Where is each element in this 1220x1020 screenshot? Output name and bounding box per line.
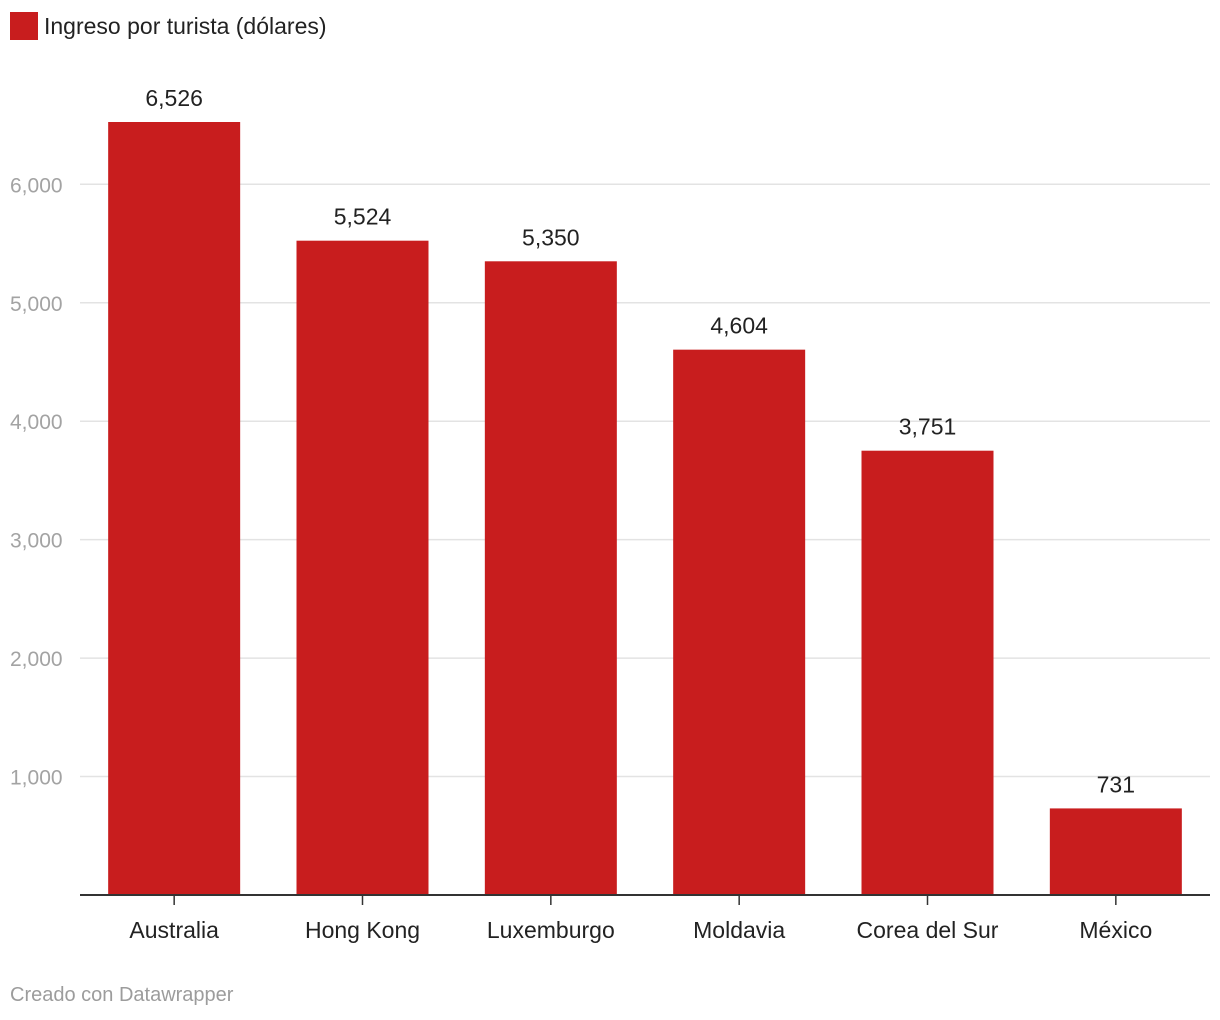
data-label: 731 [1097, 771, 1135, 797]
x-tick-label: Moldavia [693, 917, 785, 943]
y-tick-label: 1,000 [10, 767, 63, 790]
y-tick-label: 6,000 [10, 174, 63, 197]
y-tick-label: 4,000 [10, 411, 63, 434]
data-label: 5,350 [522, 224, 580, 250]
data-label: 6,526 [145, 85, 203, 111]
legend-label: Ingreso por turista (dólares) [44, 12, 327, 39]
x-tick-label: Australia [129, 917, 219, 943]
credit-text: Creado con Datawrapper [10, 984, 234, 1006]
x-tick-label: Luxemburgo [487, 917, 615, 943]
x-tick-label: Corea del Sur [857, 917, 999, 943]
y-tick-label: 3,000 [10, 530, 63, 553]
legend-swatch [10, 12, 38, 40]
x-tick-label: México [1079, 917, 1152, 943]
bar [673, 349, 806, 895]
bar [484, 261, 617, 895]
bar [861, 450, 994, 895]
bar [296, 240, 429, 896]
y-tick-label: 5,000 [10, 293, 63, 316]
y-tick-label: 2,000 [10, 648, 63, 671]
bar [1049, 808, 1182, 895]
x-tick-label: Hong Kong [305, 917, 420, 943]
legend: Ingreso por turista (dólares) [10, 12, 327, 40]
data-label: 5,524 [334, 204, 392, 230]
data-label: 3,751 [899, 414, 957, 440]
bar [108, 122, 241, 895]
data-label: 4,604 [710, 313, 768, 339]
